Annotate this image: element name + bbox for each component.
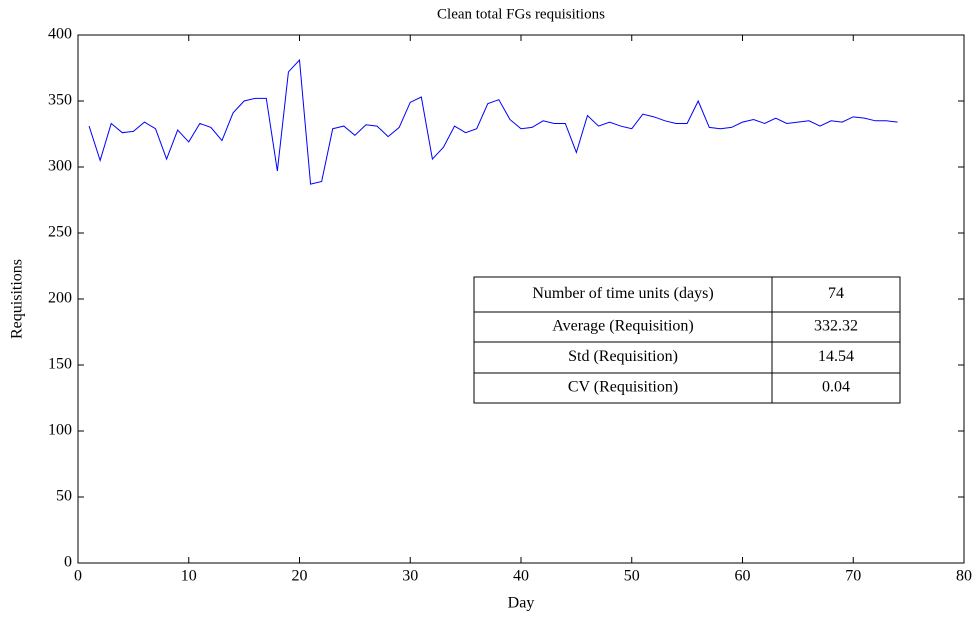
table-value: 0.04 — [822, 379, 850, 396]
x-tick-label: 10 — [181, 568, 197, 585]
y-tick-label: 250 — [48, 224, 72, 241]
table-label: Std (Requisition) — [568, 348, 678, 365]
table-label: CV (Requisition) — [568, 379, 678, 396]
x-tick-label: 0 — [74, 568, 82, 585]
table-value: 14.54 — [818, 348, 854, 365]
y-tick-label: 150 — [48, 356, 72, 373]
chart-title: Clean total FGs requisitions — [437, 6, 605, 22]
data-line — [88, 58, 898, 185]
table-label: Average (Requisition) — [552, 318, 693, 335]
table-label: Number of time units (days) — [532, 285, 713, 302]
x-tick-label: 50 — [624, 568, 640, 585]
y-tick-label: 300 — [48, 158, 72, 175]
table-value: 332.32 — [814, 318, 858, 335]
x-axis-label: Day — [508, 595, 535, 612]
table-value: 74 — [828, 285, 844, 302]
y-axis-label: Requisitions — [9, 259, 26, 339]
y-tick-label: 100 — [48, 422, 72, 439]
y-tick-label: 350 — [48, 92, 72, 109]
y-tick-label: 50 — [56, 488, 72, 505]
x-tick-label: 70 — [845, 568, 861, 585]
x-tick-label: 80 — [956, 568, 972, 585]
summary-table — [473, 276, 901, 404]
y-tick-label: 200 — [48, 290, 72, 307]
y-tick-label: 0 — [64, 554, 72, 571]
x-tick-label: 60 — [735, 568, 751, 585]
y-tick-label: 400 — [48, 26, 72, 43]
x-tick-label: 40 — [513, 568, 529, 585]
x-tick-label: 20 — [292, 568, 308, 585]
x-tick-label: 30 — [402, 568, 418, 585]
